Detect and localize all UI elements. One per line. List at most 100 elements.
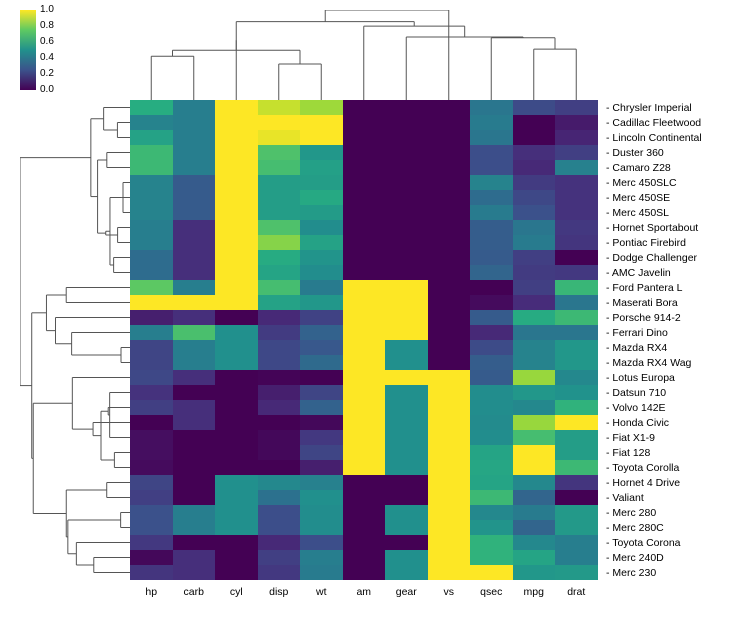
colorbar-tick: 0.4	[40, 52, 54, 63]
heatmap-cell	[343, 400, 386, 415]
heatmap-cell	[428, 325, 471, 340]
heatmap-cell	[258, 265, 301, 280]
col-label: carb	[173, 582, 216, 598]
heatmap-cell	[470, 550, 513, 565]
heatmap-cell	[173, 490, 216, 505]
col-label: qsec	[470, 582, 513, 598]
heatmap-cell	[258, 175, 301, 190]
heatmap-cell	[173, 265, 216, 280]
heatmap-cell	[215, 445, 258, 460]
col-label: cyl	[215, 582, 258, 598]
row-label: - Ferrari Dino	[602, 325, 702, 340]
heatmap-cell	[173, 100, 216, 115]
heatmap-cell	[385, 235, 428, 250]
heatmap-cell	[343, 340, 386, 355]
heatmap-cell	[555, 385, 598, 400]
heatmap-cell	[428, 190, 471, 205]
heatmap-cell	[555, 550, 598, 565]
heatmap-cell	[300, 550, 343, 565]
heatmap-cell	[470, 160, 513, 175]
heatmap-cell	[513, 145, 556, 160]
heatmap-cell	[513, 280, 556, 295]
heatmap-cell	[173, 325, 216, 340]
heatmap-cell	[300, 250, 343, 265]
heatmap-cell	[513, 250, 556, 265]
heatmap-cell	[555, 310, 598, 325]
row-dendrogram	[20, 100, 130, 580]
heatmap-cell	[513, 415, 556, 430]
heatmap-cell	[513, 565, 556, 580]
heatmap-cell	[470, 490, 513, 505]
heatmap-cell	[215, 130, 258, 145]
heatmap-cell	[343, 490, 386, 505]
heatmap-cell	[130, 295, 173, 310]
heatmap-cell	[513, 175, 556, 190]
row-label: - Pontiac Firebird	[602, 235, 702, 250]
heatmap-cell	[300, 145, 343, 160]
row-label: - Lincoln Continental	[602, 130, 702, 145]
heatmap-cell	[385, 175, 428, 190]
heatmap-cell	[513, 340, 556, 355]
heatmap-cell	[555, 505, 598, 520]
heatmap-cell	[555, 220, 598, 235]
heatmap-cell	[428, 235, 471, 250]
heatmap-cell	[343, 175, 386, 190]
row-label: - Fiat X1-9	[602, 430, 702, 445]
heatmap-cell	[428, 220, 471, 235]
heatmap-cell	[173, 535, 216, 550]
heatmap-cell	[428, 310, 471, 325]
heatmap-cell	[258, 535, 301, 550]
heatmap-cell	[130, 130, 173, 145]
heatmap-cell	[343, 295, 386, 310]
heatmap-cell	[513, 520, 556, 535]
heatmap-cell	[470, 475, 513, 490]
heatmap-cell	[300, 295, 343, 310]
heatmap-cell	[173, 175, 216, 190]
heatmap-cell	[215, 145, 258, 160]
heatmap-cell	[470, 325, 513, 340]
heatmap-cell	[385, 190, 428, 205]
heatmap-cell	[343, 280, 386, 295]
heatmap-cell	[428, 145, 471, 160]
heatmap-cell	[513, 310, 556, 325]
heatmap-cell	[215, 565, 258, 580]
heatmap-cell	[215, 490, 258, 505]
heatmap-cell	[470, 280, 513, 295]
heatmap-cell	[300, 460, 343, 475]
heatmap-cell	[385, 325, 428, 340]
heatmap-cell	[428, 280, 471, 295]
heatmap-cell	[513, 130, 556, 145]
heatmap-cell	[385, 205, 428, 220]
heatmap-cell	[130, 265, 173, 280]
heatmap-cell	[343, 205, 386, 220]
heatmap-cell	[215, 325, 258, 340]
heatmap-cell	[258, 355, 301, 370]
heatmap-cell	[343, 355, 386, 370]
heatmap-cell	[300, 355, 343, 370]
heatmap-cell	[215, 280, 258, 295]
colorbar-tick: 0.6	[40, 36, 54, 47]
heatmap-cell	[343, 325, 386, 340]
heatmap-cell	[130, 385, 173, 400]
heatmap-cell	[385, 430, 428, 445]
heatmap-cell	[470, 565, 513, 580]
heatmap-cell	[300, 430, 343, 445]
heatmap-cell	[130, 370, 173, 385]
heatmap-cell	[555, 415, 598, 430]
heatmap-cell	[555, 115, 598, 130]
heatmap	[130, 100, 598, 580]
heatmap-cell	[215, 100, 258, 115]
heatmap-cell	[258, 520, 301, 535]
heatmap-cell	[130, 520, 173, 535]
row-label: - Toyota Corolla	[602, 460, 702, 475]
heatmap-cell	[470, 265, 513, 280]
heatmap-cell	[470, 220, 513, 235]
heatmap-cell	[470, 370, 513, 385]
heatmap-cell	[130, 400, 173, 415]
heatmap-cell	[513, 355, 556, 370]
heatmap-cell	[385, 340, 428, 355]
row-label: - Ford Pantera L	[602, 280, 702, 295]
colorbar-gradient	[20, 10, 36, 90]
heatmap-cell	[343, 475, 386, 490]
heatmap-cell	[215, 535, 258, 550]
